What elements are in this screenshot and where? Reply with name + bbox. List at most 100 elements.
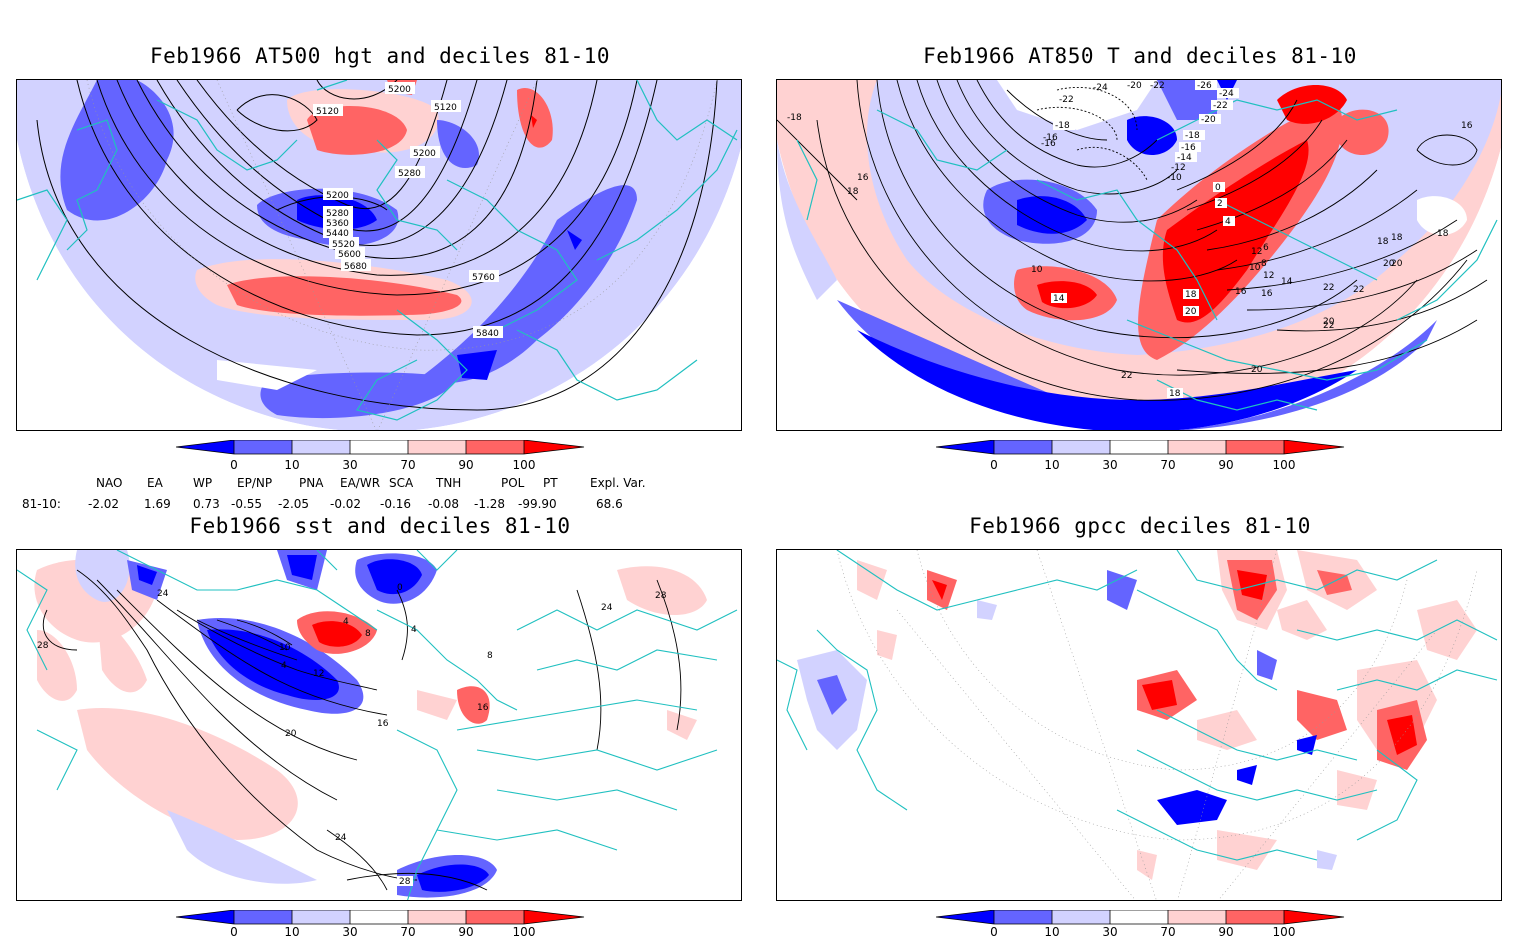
colorbar-tick: 100: [1272, 458, 1296, 472]
index-value: -2.05: [278, 497, 310, 511]
contour-label: -26: [1197, 81, 1212, 91]
contour-label: -16: [1041, 139, 1056, 149]
contour-label: -22: [1150, 81, 1165, 91]
contour-label: 20: [285, 729, 297, 739]
contour-label: -18: [1185, 131, 1200, 141]
map-gpcc: [776, 549, 1502, 901]
index-header: EA: [147, 476, 163, 490]
teleconnection-index-table: NAO EA WP EP/NP PNA EA/WR SCA TNH POL PT…: [0, 474, 700, 514]
contour-label: 5840: [476, 329, 499, 339]
contour-label: -24: [1093, 83, 1108, 93]
contour-label: 20: [1323, 317, 1335, 327]
contour-label: 0: [397, 583, 403, 593]
contour-label: 18: [1391, 233, 1403, 243]
contour-label: -16: [1043, 133, 1058, 143]
contour-label: -16: [1181, 143, 1196, 153]
contour-label: -22: [1213, 101, 1228, 111]
panel-title-t850: Feb1966 AT850 T and deciles 81-10: [923, 44, 1357, 68]
index-header: EA/WR: [340, 476, 381, 490]
contour-label: 4: [281, 661, 287, 671]
colorbar-tick: 10: [1044, 458, 1060, 472]
colorbar-tick: 100: [512, 458, 536, 472]
colorbar-t850: 0 10 30 70 90 100: [936, 440, 1346, 474]
contour-label: 24: [335, 833, 347, 843]
contour-label: 5280: [398, 169, 421, 179]
contour-label: 14: [1281, 277, 1293, 287]
contour-label: -10: [1167, 173, 1182, 183]
contour-label: 22: [1353, 285, 1364, 295]
index-header: WP: [193, 476, 213, 490]
contour-label: -14: [1177, 153, 1192, 163]
index-value: -2.02: [88, 497, 120, 511]
contour-label: 5200: [413, 149, 436, 159]
contour-label: 4: [343, 617, 349, 627]
contour-label: 8: [365, 629, 371, 639]
colorbar-tick: 30: [1102, 458, 1118, 472]
contour-label: 8: [487, 651, 493, 661]
contour-label: -18: [787, 113, 802, 123]
contour-label: 5280: [326, 209, 349, 219]
map-hgt500: 5120 5200 5120 5200 5280 5200 5280 5360 …: [16, 79, 742, 431]
map-t850: -24 -20 -22 -26 -24 -22 -22 -20 -18 -16 …: [776, 79, 1502, 431]
colorbar-gpcc: 0 10 30 70 90 100: [936, 910, 1346, 944]
index-header: TNH: [436, 476, 462, 490]
colorbar-tick: 0: [230, 925, 238, 939]
index-value: -0.55: [231, 497, 263, 511]
colorbar-tick: 30: [342, 925, 358, 939]
colorbar-tick: 70: [400, 925, 416, 939]
contour-label: 10: [279, 643, 291, 653]
contour-label: 18: [1185, 290, 1197, 300]
contour-label: 28: [399, 877, 411, 887]
contour-label: 16: [377, 719, 389, 729]
index-value: 0.73: [193, 497, 220, 511]
contour-label: 22: [1323, 321, 1334, 331]
colorbar-tick: 90: [458, 925, 474, 939]
contour-label: 20: [1185, 307, 1197, 317]
contour-label: 28: [37, 641, 49, 651]
contour-label: 22: [1323, 283, 1334, 293]
contour-label: 20: [1251, 365, 1263, 375]
contour-label: 16: [477, 703, 489, 713]
colorbar-tick: 0: [230, 458, 238, 472]
contour-label: 2: [1217, 199, 1223, 209]
contour-label: 18: [1437, 229, 1449, 239]
contour-label: 16: [1461, 121, 1473, 131]
contour-label: 5680: [344, 262, 367, 272]
index-value: -0.08: [428, 497, 460, 511]
contour-label: 24: [601, 603, 613, 613]
colorbar-tick: 0: [990, 458, 998, 472]
colorbar-tick: 90: [1218, 458, 1234, 472]
colorbar-tick: 90: [1218, 925, 1234, 939]
index-value: -1.28: [474, 497, 506, 511]
index-header: EP/NP: [237, 476, 273, 490]
contour-label: -20: [1127, 81, 1142, 91]
colorbar-tick: 30: [1102, 925, 1118, 939]
contour-label: 20: [1383, 259, 1395, 269]
contour-label: -20: [1201, 115, 1216, 125]
contour-label: 16: [857, 173, 869, 183]
index-header: PT: [543, 476, 558, 490]
index-header: Expl. Var.: [590, 476, 646, 490]
contour-label: -24: [1219, 89, 1234, 99]
contour-label: 12: [1251, 247, 1262, 257]
contour-label: 5760: [472, 273, 495, 283]
index-value: -99.90: [518, 497, 557, 511]
contour-label: -18: [1055, 121, 1070, 131]
index-header: NAO: [96, 476, 123, 490]
index-header: PNA: [299, 476, 324, 490]
colorbar-tick: 30: [342, 458, 358, 472]
panel-title-hgt500: Feb1966 AT500 hgt and deciles 81-10: [149, 44, 610, 68]
contour-label: -22: [1059, 95, 1074, 105]
index-value: -0.16: [380, 497, 412, 511]
index-value: -0.02: [330, 497, 362, 511]
colorbar-tick: 90: [458, 458, 474, 472]
contour-label: 10: [1031, 265, 1043, 275]
contour-label: 5200: [388, 85, 411, 95]
colorbar-tick: 70: [400, 458, 416, 472]
colorbar-tick: 100: [512, 925, 536, 939]
contour-label: 22: [1121, 371, 1132, 381]
contour-label: 14: [1053, 294, 1065, 304]
map-sst: 28 20 24 12 16 10 4 4 8 4 0 16 8 24 28 2…: [16, 549, 742, 901]
contour-label: 16: [1261, 289, 1273, 299]
index-header: SCA: [389, 476, 414, 490]
